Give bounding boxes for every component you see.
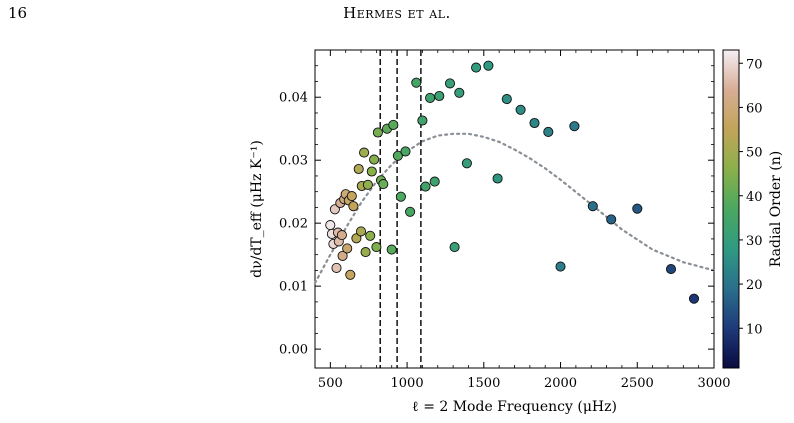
data-point bbox=[461, 158, 472, 169]
x-axis-label: ℓ = 2 Mode Frequency (μHz) bbox=[412, 399, 617, 415]
y-tick-label: 0.00 bbox=[279, 343, 308, 358]
data-point bbox=[425, 92, 436, 103]
data-point bbox=[329, 204, 340, 215]
data-point bbox=[587, 201, 598, 212]
data-point bbox=[632, 203, 643, 214]
data-point bbox=[434, 90, 445, 102]
data-point bbox=[392, 150, 403, 161]
running-head: Hermes et al. bbox=[343, 4, 451, 22]
plot-frame bbox=[314, 49, 715, 369]
data-point bbox=[337, 250, 348, 261]
y-tick-label: 0.01 bbox=[279, 280, 308, 295]
data-point bbox=[417, 115, 428, 126]
colorbar-tick-label: 40 bbox=[746, 190, 763, 205]
data-point bbox=[411, 77, 422, 88]
colorbar-label: Radial Order (n) bbox=[768, 151, 784, 267]
vertical-lines bbox=[379, 50, 422, 368]
data-point bbox=[420, 181, 431, 192]
x-tick-label: 1500 bbox=[467, 376, 500, 391]
colorbar-tick-label: 50 bbox=[746, 146, 763, 161]
colorbar-tick-label: 70 bbox=[746, 57, 763, 72]
data-point bbox=[501, 94, 512, 105]
data-point bbox=[400, 146, 411, 157]
data-point bbox=[336, 230, 347, 241]
colorbar-ticks: 10 20 30 40 50 60 70 bbox=[739, 57, 763, 337]
data-point bbox=[359, 147, 370, 158]
data-point bbox=[454, 87, 465, 98]
data-point bbox=[371, 242, 382, 253]
data-point bbox=[351, 233, 362, 244]
x-axis: 500 1000 1500 2000 2500 3000 bbox=[318, 50, 731, 391]
data-point bbox=[362, 179, 373, 190]
data-point bbox=[429, 176, 440, 187]
data-point bbox=[449, 242, 460, 253]
colorbar-tick-label: 10 bbox=[746, 322, 763, 337]
page-number: 16 bbox=[8, 4, 28, 22]
data-point bbox=[405, 206, 416, 217]
x-tick-label: 2000 bbox=[544, 376, 577, 391]
data-point bbox=[365, 230, 376, 241]
data-point bbox=[483, 60, 494, 71]
data-point bbox=[386, 244, 397, 255]
colorbar-tick-label: 30 bbox=[746, 234, 763, 249]
y-tick-label: 0.02 bbox=[279, 217, 308, 232]
data-point bbox=[555, 261, 566, 272]
data-point bbox=[348, 201, 359, 212]
colorbar-gradient bbox=[722, 49, 740, 369]
data-point bbox=[665, 264, 677, 275]
model-curve-line bbox=[313, 132, 716, 285]
data-point bbox=[353, 163, 364, 175]
x-tick-label: 500 bbox=[318, 376, 343, 391]
colorbar-tick-label: 60 bbox=[746, 101, 763, 116]
data-point bbox=[372, 127, 383, 138]
data-point bbox=[360, 247, 371, 258]
data-point bbox=[688, 293, 700, 304]
data-point bbox=[492, 173, 503, 184]
data-points bbox=[325, 60, 700, 304]
data-point bbox=[331, 262, 342, 273]
model-curve bbox=[313, 132, 716, 285]
data-point bbox=[529, 117, 540, 129]
data-point bbox=[606, 214, 617, 225]
y-tick-label: 0.03 bbox=[279, 154, 308, 169]
colorbar-tick-label: 20 bbox=[746, 278, 763, 293]
data-point bbox=[569, 121, 580, 132]
data-point bbox=[345, 269, 356, 280]
x-tick-label: 2500 bbox=[621, 376, 654, 391]
data-point bbox=[378, 179, 389, 190]
colorbar bbox=[722, 49, 740, 369]
x-tick-label: 3000 bbox=[697, 376, 730, 391]
data-point bbox=[366, 166, 377, 177]
y-axis-label: dν/dT_eff (μHz K⁻¹) bbox=[249, 140, 265, 278]
data-point bbox=[388, 119, 399, 130]
data-point bbox=[395, 191, 406, 202]
data-point bbox=[342, 243, 353, 254]
data-point bbox=[346, 191, 357, 202]
data-point bbox=[471, 62, 482, 73]
plot-frame-rect bbox=[314, 49, 715, 369]
y-tick-label: 0.04 bbox=[279, 91, 308, 106]
x-tick-label: 1000 bbox=[391, 376, 424, 391]
data-point bbox=[355, 226, 367, 237]
data-point bbox=[515, 104, 526, 115]
data-point bbox=[369, 154, 380, 165]
data-point bbox=[325, 220, 336, 231]
y-axis: 0.00 0.01 0.02 0.03 0.04 bbox=[279, 65, 714, 358]
data-point bbox=[444, 78, 456, 89]
data-point bbox=[543, 126, 554, 137]
